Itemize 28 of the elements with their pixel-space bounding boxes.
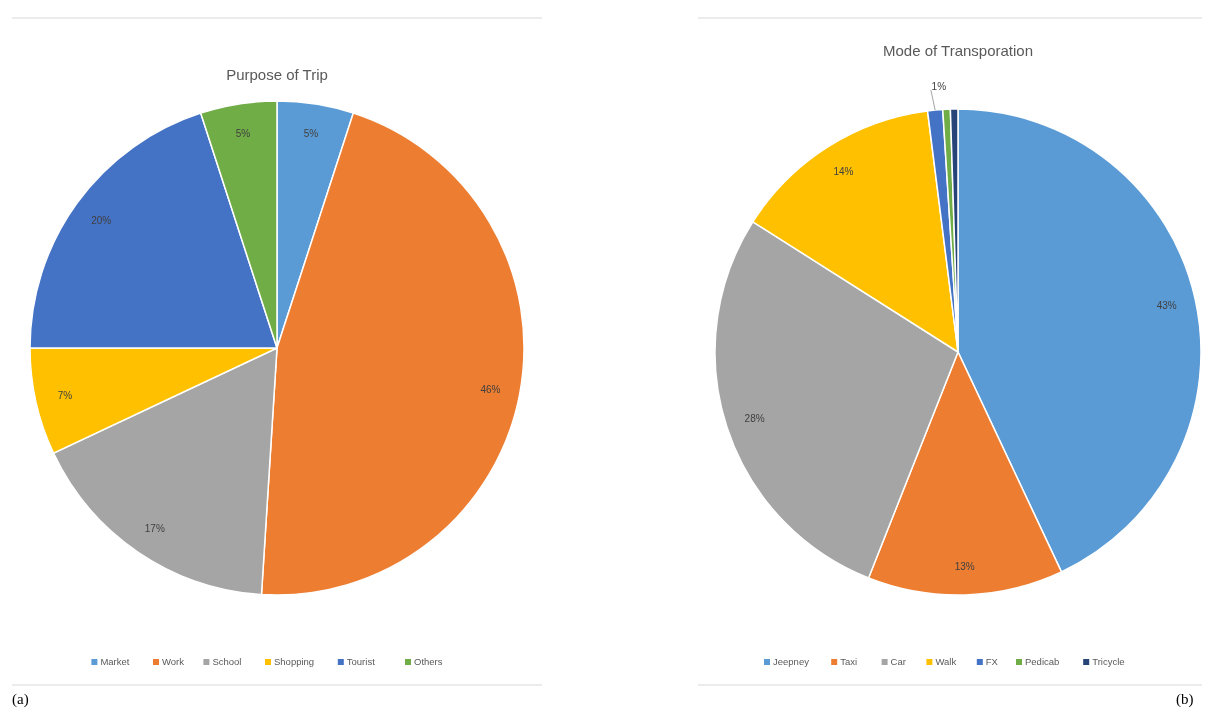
data-label: 20%	[91, 215, 112, 227]
data-label: 13%	[954, 560, 975, 572]
legend-label: Taxi	[840, 656, 858, 667]
legend-label: Shopping	[274, 656, 315, 667]
legend-label: FX	[985, 656, 999, 667]
chart-title: Mode of Transporation	[882, 42, 1034, 59]
legend-label: Jeepney	[773, 656, 810, 667]
text: (a)	[12, 691, 29, 708]
legend-label: Work	[162, 656, 185, 667]
legend-label: Tourist	[346, 656, 376, 667]
legend-label: Tricycle	[1092, 656, 1125, 667]
legend-label: Others	[414, 656, 443, 667]
data-label: 17%	[144, 522, 165, 534]
data-label: 1%	[931, 80, 947, 92]
legend-label: Pedicab	[1025, 656, 1060, 667]
data-label: 5%	[235, 128, 251, 140]
chart-title: Purpose of Trip	[226, 66, 328, 83]
data-label: 43%	[1156, 300, 1177, 312]
legend-label: School	[212, 656, 242, 667]
data-label: 28%	[744, 413, 765, 425]
data-label: 46%	[480, 383, 501, 395]
legend-label: Market	[100, 656, 130, 667]
text: (b)	[1176, 691, 1194, 708]
data-label: 14%	[833, 166, 854, 178]
legend-label: Car	[890, 656, 906, 667]
data-label: 5%	[303, 128, 319, 140]
legend-label: Walk	[935, 656, 957, 667]
data-label: 7%	[57, 390, 73, 402]
